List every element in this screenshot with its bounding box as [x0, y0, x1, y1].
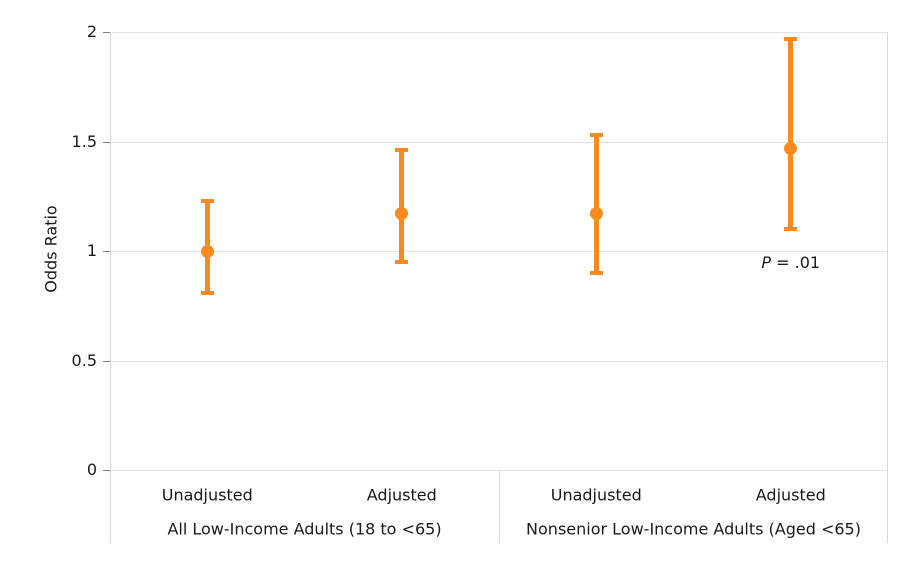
- group-separator: [499, 470, 500, 543]
- plot-left-border: [110, 32, 111, 543]
- error-bar-whisker: [399, 150, 405, 262]
- gridline: [110, 251, 888, 252]
- x-category-label: Adjusted: [755, 485, 826, 505]
- y-tick-label: 0.5: [71, 351, 97, 370]
- x-category-label: Adjusted: [366, 485, 437, 505]
- error-bar-cap-top: [200, 198, 214, 203]
- error-bar-whisker: [593, 134, 599, 273]
- y-tick-label: 2: [86, 22, 97, 41]
- plot-right-border: [887, 32, 888, 543]
- error-bar-whisker: [788, 38, 794, 230]
- error-bar-cap-bottom: [589, 270, 603, 275]
- error-bar-cap-bottom: [784, 227, 798, 232]
- y-tick-label: 1: [86, 241, 97, 260]
- data-point-marker: [784, 141, 798, 155]
- p-value-annotation: P = .01: [761, 253, 820, 272]
- x-group-label: All Low-Income Adults (18 to <65): [167, 519, 442, 539]
- x-group-label: Nonsenior Low-Income Adults (Aged <65): [526, 519, 861, 539]
- y-tick-mark: [103, 142, 110, 143]
- error-bar-cap-top: [395, 148, 409, 153]
- data-point-marker: [589, 207, 603, 221]
- x-category-label: Unadjusted: [161, 485, 253, 505]
- p-value-italic: P: [761, 253, 772, 273]
- gridline: [110, 361, 888, 362]
- y-tick-label: 0: [86, 460, 97, 479]
- p-value-text: = .01: [771, 253, 821, 273]
- gridline: [110, 142, 888, 143]
- y-tick-label: 1.5: [71, 132, 97, 151]
- y-tick-mark: [103, 470, 110, 471]
- y-tick-mark: [103, 32, 110, 33]
- data-point-marker: [200, 244, 214, 258]
- error-bar-cap-bottom: [200, 290, 214, 295]
- y-tick-mark: [103, 361, 110, 362]
- gridline: [110, 32, 888, 33]
- error-bar-cap-top: [784, 36, 798, 41]
- error-bar-cap-top: [589, 132, 603, 137]
- x-category-label: Unadjusted: [550, 485, 642, 505]
- error-bar-cap-bottom: [395, 259, 409, 264]
- data-point-marker: [395, 207, 409, 221]
- y-tick-mark: [103, 251, 110, 252]
